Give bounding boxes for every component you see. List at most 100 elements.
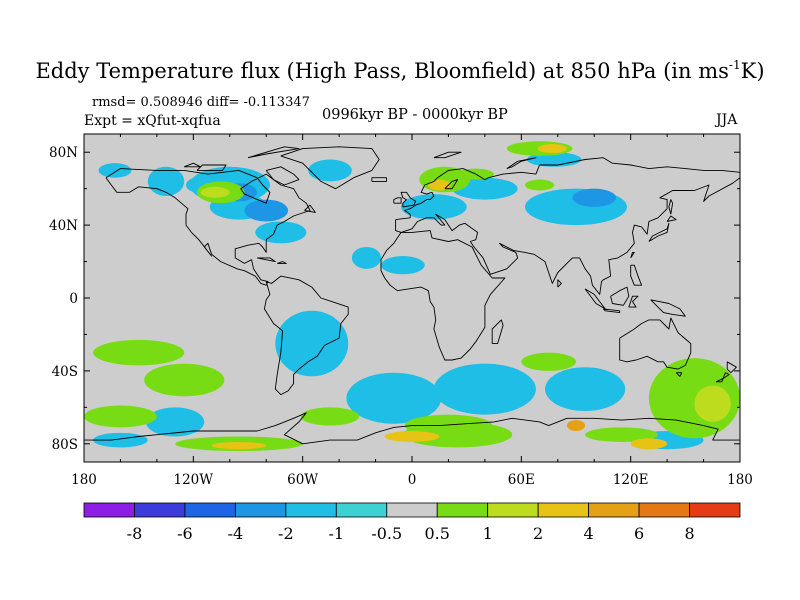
- colorbar-box: [335, 502, 388, 518]
- colorbar-box: [386, 502, 438, 518]
- anomaly-patch: [275, 310, 349, 377]
- coastline-madagascar: [491, 319, 504, 345]
- colorbar-label: 0.5: [425, 524, 450, 543]
- colorbar-label: 6: [634, 524, 644, 543]
- anomaly-patch: [308, 159, 352, 182]
- coastline-eurasia: [395, 157, 740, 295]
- colorbar-label: -4: [228, 524, 244, 543]
- anomaly-patch: [433, 363, 536, 415]
- coastline-banks-is: [184, 162, 202, 168]
- lon-tick-label: 60E: [508, 472, 535, 488]
- anomaly-patch: [244, 199, 289, 222]
- coastline-scandinavia-gulf: [444, 179, 459, 190]
- colorbar-box: [487, 502, 539, 518]
- anomaly-patch: [537, 144, 567, 154]
- colorbar-box: [436, 502, 489, 518]
- lon-tick-label: 180: [71, 472, 97, 488]
- lat-tick-label: 0: [69, 291, 78, 307]
- coastline-hokkaido: [666, 215, 677, 222]
- anomaly-patch: [93, 432, 148, 448]
- coastline-new-zealand-n: [726, 361, 737, 374]
- colorbar-label: 2: [533, 524, 543, 543]
- anomaly-patch: [93, 339, 185, 366]
- lat-tick-label: 80N: [49, 145, 78, 161]
- anomaly-patch: [381, 256, 425, 275]
- coastline-new-zealand-s: [715, 372, 730, 383]
- lon-tick-label: 60W: [287, 472, 318, 488]
- anomaly-patch: [98, 163, 132, 178]
- lon-tick-label: 120W: [174, 472, 214, 488]
- colorbar: -8 -6 -4 -2 -1 -0.5 0.5 1 2 4 6 8: [83, 502, 741, 543]
- coastline-iceland: [371, 177, 387, 182]
- colorbar-box: [638, 502, 690, 518]
- colorbar-box: [83, 502, 135, 518]
- colorbar-label: 8: [684, 524, 694, 543]
- anomaly-patch: [630, 438, 668, 450]
- colorbar-box: [285, 502, 337, 518]
- coastline-java: [602, 308, 621, 314]
- anomaly-patch: [147, 166, 185, 196]
- map-title: Eddy Temperature flux (High Pass, Bloomf…: [0, 58, 800, 83]
- coastline-ireland: [393, 197, 402, 204]
- anomaly-patch: [401, 194, 467, 220]
- experiment-label: Expt = xQfut-xqfua: [84, 113, 221, 129]
- anomaly-patch: [524, 179, 555, 191]
- colorbar-box: [184, 502, 236, 518]
- coastline-cuba: [257, 257, 276, 263]
- anomaly-patch: [572, 188, 617, 207]
- coastline-sulawesi: [628, 295, 639, 308]
- anomaly-patch: [300, 407, 360, 426]
- anomaly-patch: [384, 431, 440, 442]
- colorbar-box: [537, 502, 590, 518]
- axis-ticks: 80N 40N 0 40S 80S 180 120W 60W 0 60E 120E 180: [49, 134, 753, 488]
- lat-tick-label: 80S: [52, 437, 78, 453]
- colorbar-label: 4: [584, 524, 594, 543]
- coastline-japan: [648, 222, 670, 242]
- colorbar-label: -6: [177, 524, 193, 543]
- coastlines: [84, 146, 740, 445]
- time-period-label: 0996kyr BP - 0000kyr BP: [322, 107, 508, 123]
- anomaly-patch: [84, 405, 157, 428]
- anomaly-patch: [428, 179, 451, 191]
- coastline-sri-lanka: [557, 279, 562, 288]
- coastline-antarctica: [84, 412, 740, 445]
- coastline-new-guinea: [650, 299, 686, 317]
- colorbar-label: 1: [483, 524, 493, 543]
- coastline-svalbard: [433, 151, 462, 159]
- rmsd-diff-stats: rmsd= 0.508946 diff= -0.113347: [92, 95, 310, 110]
- anomaly-patch: [351, 246, 382, 269]
- coastline-australia: [619, 317, 692, 370]
- coastline-philippines: [630, 264, 643, 286]
- anomaly-field: [84, 141, 740, 452]
- lat-tick-label: 40N: [49, 218, 78, 234]
- anomaly-patch: [346, 372, 442, 424]
- lon-tick-label: 0: [408, 472, 417, 488]
- title-unit-end: K): [740, 59, 765, 83]
- coastline-greenland: [280, 146, 380, 190]
- colorbar-box: [689, 502, 741, 518]
- coastline-africa: [380, 230, 506, 361]
- coastline-britain: [400, 191, 417, 208]
- colorbar-label: -0.5: [371, 524, 402, 543]
- anomaly-patch: [402, 421, 513, 448]
- anomaly-patch: [145, 407, 205, 437]
- coastline-novaya-zemlya: [506, 157, 537, 170]
- coastline-north-america: [105, 168, 311, 286]
- coastline-south-america: [263, 275, 349, 396]
- lat-tick-label: 40S: [52, 364, 78, 380]
- colorbar-label: -2: [278, 524, 294, 543]
- coastline-ellesmere: [247, 146, 300, 159]
- anomaly-patch: [200, 186, 230, 198]
- colorbar-label: -1: [329, 524, 345, 543]
- anomaly-patch: [585, 427, 658, 442]
- coastline-borneo: [610, 286, 630, 306]
- anomaly-patch: [521, 352, 577, 371]
- colorbar-label: -8: [127, 524, 143, 543]
- lon-tick-label: 120E: [613, 472, 649, 488]
- coastline-hispaniola: [277, 261, 287, 264]
- anomaly-patch: [566, 420, 586, 432]
- title-text: Eddy Temperature flux (High Pass, Bloomf…: [35, 59, 729, 83]
- coastline-baffin: [265, 166, 300, 186]
- coastline-newfoundland: [304, 204, 316, 213]
